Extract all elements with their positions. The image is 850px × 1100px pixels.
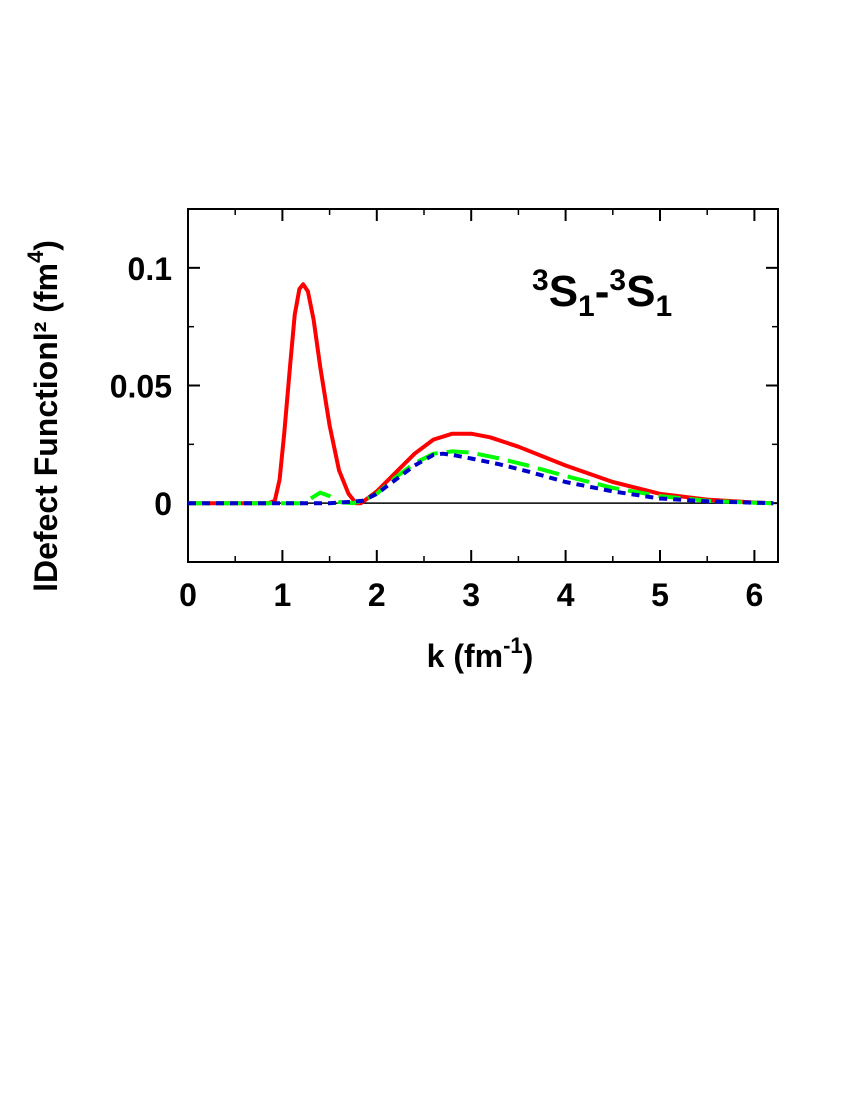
series-line-solid (188, 282, 774, 506)
series-line-dotted (188, 451, 774, 506)
y-axis-title: lDefect Functionl² (fm4) (23, 240, 64, 592)
curve-annotation: 3S1-3S1 (532, 264, 672, 323)
series-line-dashed (188, 449, 774, 506)
plot-frame (187, 208, 779, 563)
x-tick-label: 6 (746, 577, 764, 613)
series-lines (188, 282, 774, 506)
x-tick-label: 1 (274, 577, 292, 613)
tick-labels: 0 1 2 3 4 5 6 0 0.05 0.1 (110, 251, 764, 613)
plot-frame-group (187, 208, 779, 563)
y-tick-label: 0.1 (128, 251, 172, 287)
x-tick-label: 5 (651, 577, 669, 613)
y-tick-label: 0.05 (110, 369, 172, 405)
y-tick-label: 0 (154, 486, 172, 522)
ticks (187, 209, 778, 562)
x-tick-label: 3 (462, 577, 480, 613)
x-tick-label: 2 (368, 577, 386, 613)
x-tick-label: 4 (557, 577, 575, 613)
x-axis-title: k (fm-1) (427, 633, 534, 674)
x-tick-label: 0 (179, 577, 197, 613)
